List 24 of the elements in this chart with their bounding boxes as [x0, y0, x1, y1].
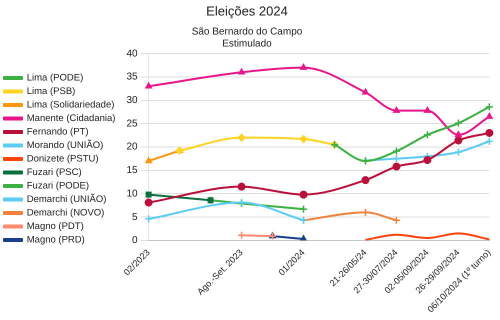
- legend-label: Lima (PODE): [26, 72, 84, 84]
- legend-label: Morando (UNIÃO): [26, 139, 104, 152]
- chart-subtitle: São Bernardo do Campo Estimulado: [192, 26, 303, 50]
- legend-label: Lima (Solidariedade): [26, 100, 114, 111]
- legend-label: Fernando (PT): [26, 126, 89, 138]
- y-tick-label: 25: [126, 118, 138, 130]
- legend-label: Manente (Cidadania): [26, 113, 116, 124]
- legend-label: Demarchi (NOVO): [26, 208, 104, 219]
- y-tick-label: 15: [126, 165, 138, 176]
- y-tick-label: 35: [126, 72, 138, 83]
- chart-title: Eleições 2024: [206, 3, 288, 18]
- legend-label: Donizete (PSTU): [26, 154, 99, 165]
- legend-label: Magno (PRD): [26, 234, 85, 246]
- legend-label: Lima (PSB): [26, 86, 76, 98]
- y-tick-label: 40: [126, 48, 138, 60]
- legend-label: Magno (PDT): [26, 221, 84, 232]
- y-tick-label: 5: [132, 212, 138, 223]
- legend-label: Fuzari (PSC): [26, 167, 82, 178]
- y-tick-label: 10: [126, 188, 138, 200]
- y-tick-label: 30: [126, 95, 138, 106]
- legend-label: Fuzari (PODE): [26, 180, 90, 192]
- legend-label: Demarchi (UNIÃO): [26, 193, 106, 206]
- y-tick-label: 20: [126, 142, 138, 153]
- y-tick-label: 0: [132, 235, 138, 246]
